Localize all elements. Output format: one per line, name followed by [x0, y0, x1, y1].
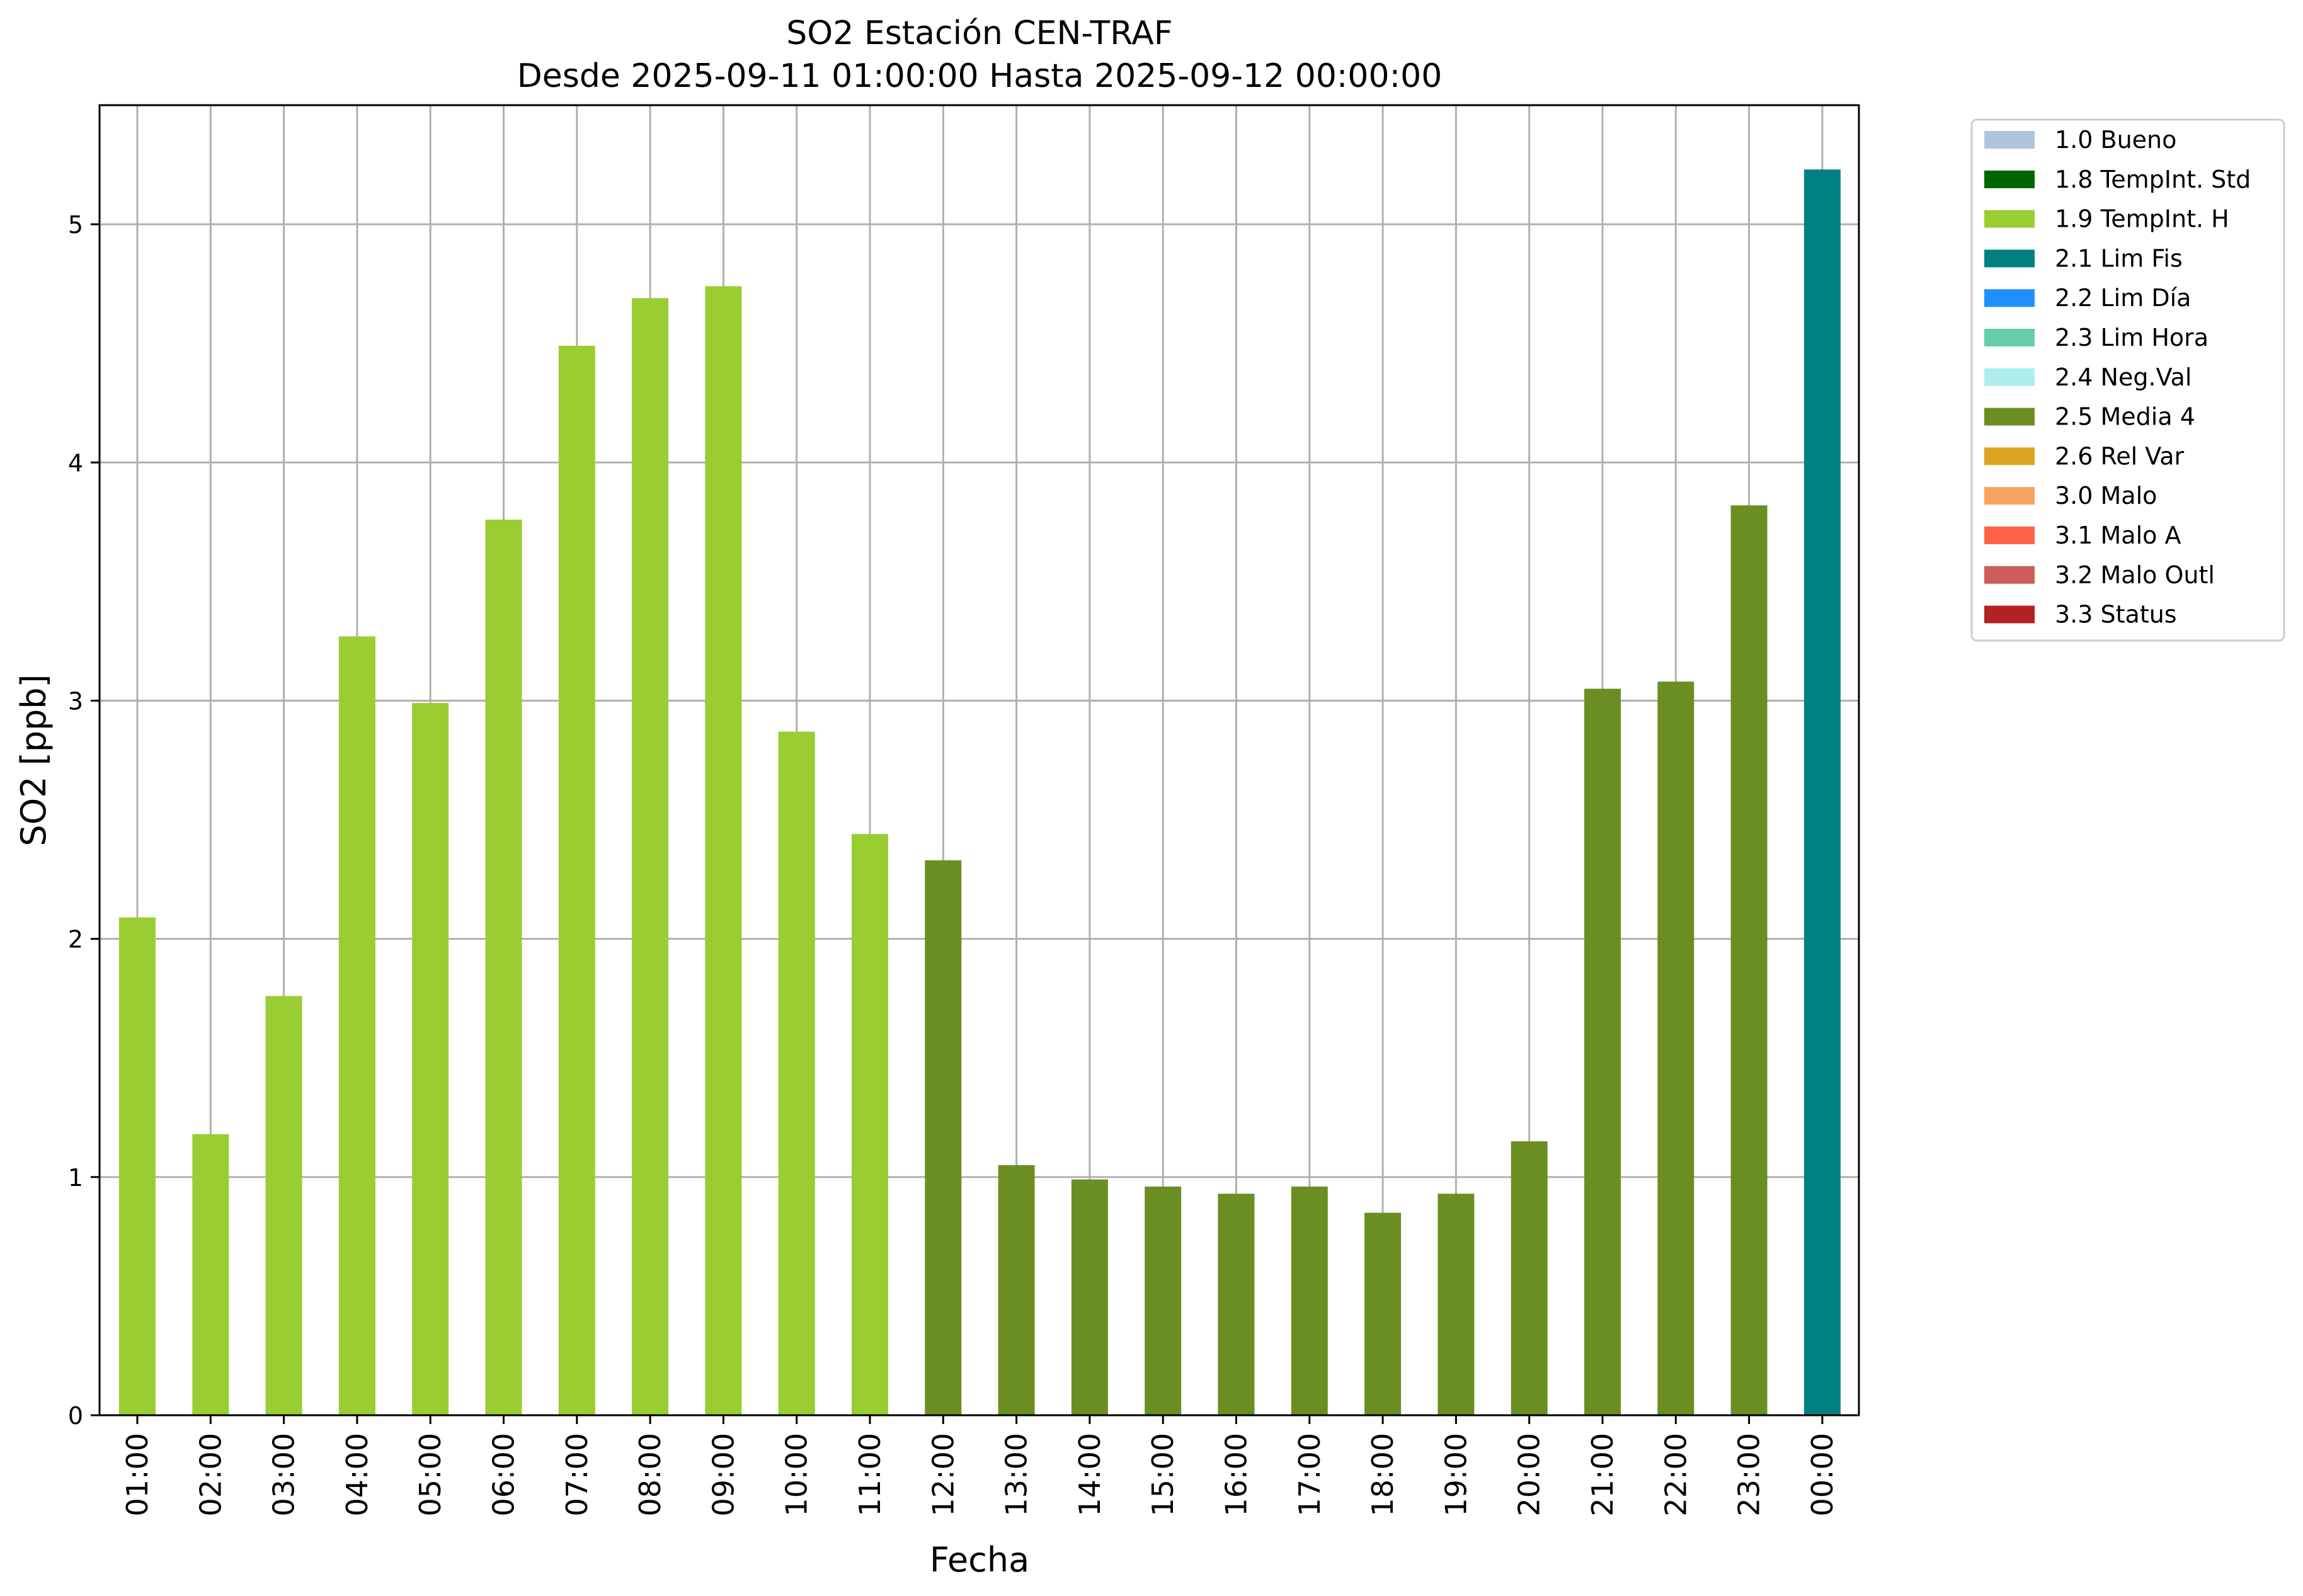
legend-swatch [1984, 605, 2035, 624]
legend-swatch [1984, 249, 2035, 268]
bar-0700 [558, 345, 595, 1415]
legend-swatch [1984, 368, 2035, 386]
x-tick-label: 19:00 [1439, 1433, 1473, 1517]
x-axis-ticks: 01:00 02:00 03:00 04:00 05:00 06:00 07:00 08:00… [120, 1415, 1839, 1517]
y-tick-label: 1 [68, 1164, 83, 1192]
x-axis-label: Fecha [930, 1540, 1029, 1580]
bar-0800 [632, 298, 669, 1415]
legend-label: 3.2 Malo Outl [2055, 561, 2215, 589]
y-axis-ticks: 0 1 2 3 4 5 [68, 211, 100, 1430]
bar-1900 [1437, 1194, 1475, 1415]
legend-label: 2.4 Neg.Val [2055, 363, 2192, 391]
bar-2100 [1584, 688, 1621, 1415]
x-tick-label: 09:00 [706, 1433, 740, 1517]
x-tick-label: 14:00 [1073, 1433, 1107, 1517]
legend-swatch [1984, 527, 2035, 544]
legend-label: 1.8 TempInt. Std [2055, 166, 2251, 193]
x-tick-label: 16:00 [1220, 1433, 1254, 1517]
legend-label: 2.5 Media 4 [2055, 403, 2195, 431]
legend-swatch [1984, 210, 2035, 228]
legend-frame [1970, 118, 2285, 642]
bar-1400 [1071, 1179, 1108, 1415]
x-tick-label: 08:00 [633, 1433, 667, 1517]
legend-label: 2.6 Rel Var [2055, 442, 2185, 470]
x-tick-label: 06:00 [487, 1433, 521, 1517]
x-tick-label: 18:00 [1366, 1433, 1400, 1517]
plot-frame [98, 104, 1860, 1416]
chart-subtitle: Desde 2025-09-11 01:00:00 Hasta 2025-09-… [517, 57, 1443, 95]
legend-swatch [1984, 566, 2035, 584]
legend-label: 1.0 Bueno [2055, 126, 2176, 154]
x-tick-label: 23:00 [1732, 1433, 1766, 1517]
bar-2300 [1730, 505, 1768, 1415]
bar-1200 [925, 860, 962, 1415]
y-tick-label: 2 [68, 926, 83, 954]
bar-0000 [1803, 169, 1841, 1415]
bar-2000 [1511, 1141, 1548, 1415]
legend-label: 3.0 Malo [2055, 482, 2157, 510]
bar-1600 [1218, 1194, 1255, 1415]
x-tick-label: 07:00 [560, 1433, 594, 1517]
bar-0900 [705, 286, 742, 1415]
bar-0500 [412, 703, 449, 1415]
bar-1000 [778, 731, 815, 1415]
bar-1500 [1145, 1186, 1182, 1415]
x-tick-label: 21:00 [1586, 1433, 1620, 1517]
bar-1800 [1364, 1212, 1402, 1415]
bar-1100 [852, 834, 888, 1415]
legend-label: 3.3 Status [2055, 601, 2177, 629]
x-tick-label: 04:00 [340, 1433, 374, 1517]
legend-swatch [1984, 329, 2035, 346]
x-tick-label: 15:00 [1146, 1433, 1180, 1517]
y-tick-label: 0 [68, 1402, 83, 1430]
legend-label: 3.1 Malo A [2055, 522, 2181, 549]
bar-0600 [485, 520, 522, 1415]
legend-items: 1.0 Bueno 1.8 TempInt. Std 1.9 TempInt. H 2… [1984, 126, 2251, 629]
y-axis-label: SO2 [ppb] [14, 674, 54, 846]
legend-swatch [1984, 447, 2035, 465]
x-tick-label: 02:00 [193, 1433, 227, 1517]
legend: 1.0 Bueno 1.8 TempInt. Std 1.9 TempInt. H 2… [1970, 118, 2285, 642]
legend-label: 2.3 Lim Hora [2055, 324, 2209, 351]
legend-swatch [1984, 408, 2035, 426]
legend-swatch [1984, 131, 2035, 149]
y-tick-label: 5 [68, 211, 83, 239]
y-tick-label: 4 [68, 449, 83, 477]
x-tick-label: 17:00 [1293, 1433, 1327, 1517]
x-tick-label: 00:00 [1805, 1433, 1839, 1517]
x-tick-label: 22:00 [1659, 1433, 1693, 1517]
x-tick-label: 13:00 [1000, 1433, 1034, 1517]
bar-0400 [338, 636, 375, 1415]
x-tick-label: 03:00 [267, 1433, 301, 1517]
bar-0300 [265, 996, 302, 1415]
x-tick-label: 12:00 [926, 1433, 960, 1517]
legend-swatch [1984, 487, 2035, 505]
y-tick-label: 3 [68, 687, 83, 715]
bar-1300 [998, 1165, 1035, 1415]
x-tick-label: 20:00 [1512, 1433, 1546, 1517]
chart-title: SO2 Estación CEN-TRAF [786, 14, 1172, 52]
legend-swatch [1984, 289, 2035, 307]
bar-1700 [1291, 1186, 1328, 1415]
x-tick-label: 10:00 [780, 1433, 814, 1517]
legend-label: 2.1 Lim Fis [2055, 244, 2183, 272]
x-tick-label: 05:00 [413, 1433, 447, 1517]
bar-2200 [1657, 681, 1694, 1415]
legend-swatch [1984, 170, 2035, 188]
legend-label: 2.2 Lim Día [2055, 284, 2191, 312]
x-tick-label: 11:00 [853, 1433, 887, 1517]
bar-0200 [192, 1134, 229, 1415]
bars [119, 169, 1841, 1415]
legend-label: 1.9 TempInt. H [2055, 205, 2229, 233]
x-tick-label: 01:00 [120, 1433, 154, 1517]
bar-0100 [119, 917, 156, 1415]
